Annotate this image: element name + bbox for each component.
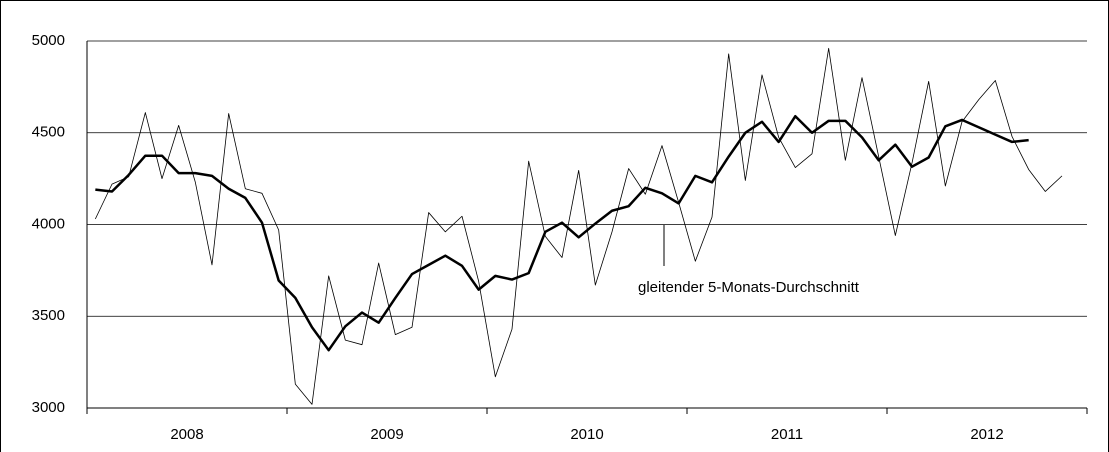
y-tick-label: 3500 — [32, 307, 65, 324]
y-tick-label: 4500 — [32, 124, 65, 141]
annotation: gleitender 5-Monats-Durchschnitt — [638, 279, 860, 296]
y-tick-label: 4000 — [32, 215, 65, 232]
series-line — [95, 114, 1029, 352]
x-group-label: 2010 — [570, 426, 603, 443]
x-group-label: 2008 — [170, 426, 203, 443]
y-tick-label: 5000 — [32, 32, 65, 49]
x-group-label: 2011 — [771, 426, 803, 443]
y-tick-label: 3000 — [32, 399, 65, 416]
x-group-label: 2012 — [970, 426, 1003, 443]
x-group-label: 2009 — [370, 426, 403, 443]
series-line — [94, 47, 1063, 405]
